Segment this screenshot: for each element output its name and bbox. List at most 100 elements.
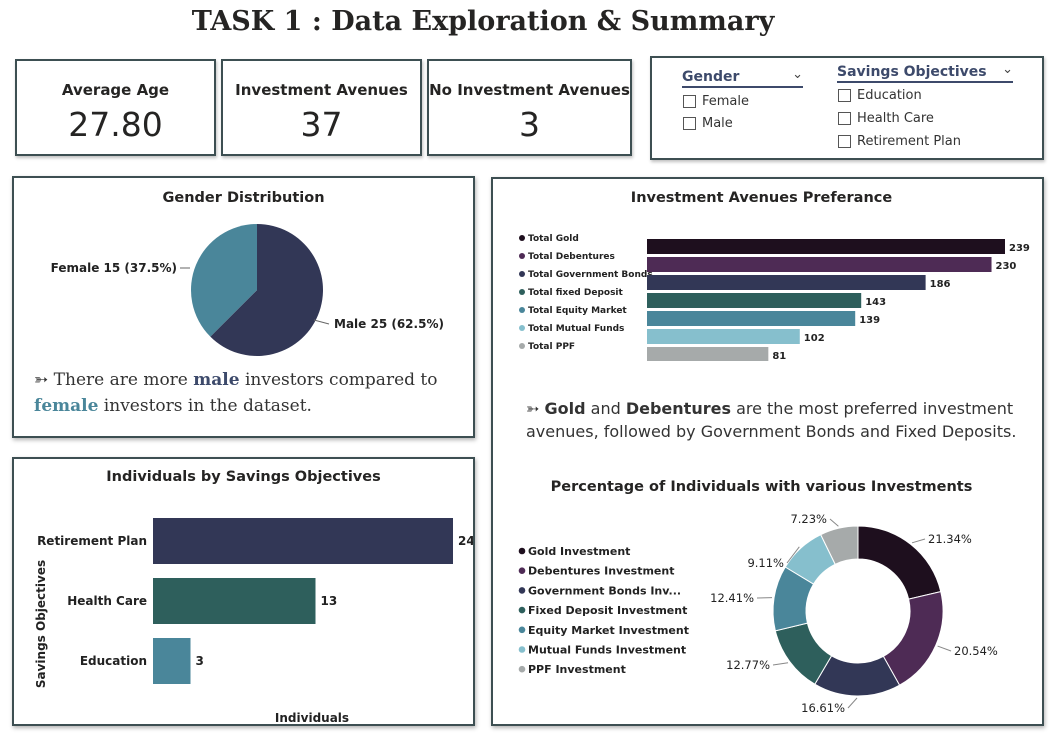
savings-option-health-care[interactable]: Health Care [838,111,934,126]
bar-total-government-bonds[interactable] [647,275,926,290]
category-label: Education [80,654,147,668]
slicer-panel: Gender ⌄ Female Male Savings Objectives … [650,56,1044,160]
kpi-value: 27.80 [68,105,163,144]
legend-marker [518,626,526,634]
checkbox[interactable] [683,95,696,108]
chevron-down-icon[interactable]: ⌄ [792,67,803,82]
legend-label: Total Gold [528,234,579,244]
option-label: Female [702,94,750,109]
savings-slicer-title: Savings Objectives [837,64,987,80]
data-label: 21.34% [928,532,972,546]
page-title: TASK 1 : Data Exploration & Summary [191,6,775,37]
bar-total-equity-market[interactable] [647,311,856,326]
kpi-value: 37 [300,105,343,144]
checkbox[interactable] [838,112,851,125]
legend-marker [518,665,526,673]
bar-total-gold[interactable] [647,239,1005,254]
legend-marker [519,343,525,349]
leader-line [847,697,858,709]
category-label: Health Care [67,594,147,608]
panel-title: Gender Distribution [162,190,325,206]
legend-label: Total Government Bonds [528,270,653,280]
legend-marker [518,606,526,614]
data-label: 3 [196,654,204,668]
kpi-value: 3 [519,105,540,144]
legend-label: PPF Investment [528,663,626,676]
legend-marker [519,325,525,331]
category-label: Retirement Plan [37,534,147,548]
savings-objectives-panel: Individuals by Savings Objectives Retire… [12,457,475,726]
gender-pie-chart: Female 15 (37.5%) Male 25 (62.5%) [51,224,444,356]
bar-total-ppf[interactable] [647,347,769,361]
data-label: 81 [772,351,786,361]
data-label: 13 [321,594,338,608]
pie-slice-female[interactable] [190,224,257,337]
gender-slicer-header[interactable]: Gender ⌄ [682,67,803,88]
savings-slicer-header[interactable]: Savings Objectives ⌄ [837,62,1013,83]
data-label: 186 [930,279,951,290]
legend-label: Equity Market Investment [528,624,689,637]
pie-slice-male[interactable] [210,224,324,356]
chevron-down-icon[interactable]: ⌄ [1002,62,1013,77]
data-label: 12.41% [710,591,754,605]
checkbox[interactable] [838,89,851,102]
data-label: 9.11% [747,556,784,570]
bar-total-mutual-funds[interactable] [647,329,800,344]
legend-label: Total Equity Market [528,306,627,316]
male-label: Male 25 (62.5%) [334,317,444,331]
arrow-icon: ➳ [526,399,540,418]
investment-donut-chart: Gold Investment Debentures Investment Gove… [518,512,998,715]
legend-marker [518,567,526,574]
data-label: 143 [865,297,886,308]
leader-line [313,319,330,325]
donut-title: Percentage of Individuals with various I… [550,479,973,495]
bar-total-fixed-deposit[interactable] [647,293,862,308]
checkbox[interactable] [838,135,851,148]
legend-marker [518,547,526,555]
legend-label: Total Mutual Funds [528,324,624,334]
gender-insight-note: ➳ There are more male investors compared… [34,370,438,416]
donut-slice[interactable] [882,591,944,686]
female-label: Female 15 (37.5%) [51,261,177,275]
savings-bar-chart: Retirement Plan 24 Health Care 13 Education 3… [34,518,473,724]
checkbox[interactable] [683,117,696,130]
savings-option-retirement-plan[interactable]: Retirement Plan [838,134,961,149]
female-highlight: female [34,396,99,416]
data-label: 102 [804,333,825,344]
bar-education[interactable] [153,638,191,684]
legend-label: Fixed Deposit Investment [528,604,687,617]
leader-line [786,546,800,564]
legend-label: Government Bonds Inv... [528,584,681,597]
bar-health-care[interactable] [153,578,316,624]
legend-marker [519,235,525,241]
gender-distribution-panel: Gender Distribution Female 15 (37.5%) Ma… [12,176,475,438]
panel-title: Investment Avenues Preferance [630,190,893,206]
male-highlight: male [193,370,240,390]
leader-line [829,518,839,527]
gender-option-female[interactable]: Female [683,94,749,109]
legend-marker [519,271,525,277]
legend-label: Total fixed Deposit [528,288,624,298]
legend-marker [519,289,525,295]
data-label: 24 [458,534,473,548]
arrow-icon: ➳ [34,370,49,390]
option-label: Health Care [857,111,934,126]
bar-retirement-plan[interactable] [153,518,453,564]
legend-label: Debentures Investment [528,565,674,578]
data-label: 12.77% [726,658,770,672]
kpi-card-investment-avenues: Investment Avenues 37 [221,59,422,156]
y-axis-label: Savings Objectives [34,560,48,688]
legend-marker [519,307,525,313]
bar-total-debentures[interactable] [647,257,992,272]
panel-title: Individuals by Savings Objectives [106,469,381,485]
legend-marker [519,253,525,259]
donut-slice[interactable] [820,525,859,565]
option-label: Male [702,116,733,131]
kpi-card-average-age: Average Age 27.80 [15,59,216,156]
savings-option-education[interactable]: Education [838,88,922,103]
kpi-label: Investment Avenues [235,81,408,99]
legend-marker [518,587,526,594]
gender-option-male[interactable]: Male [683,116,733,131]
kpi-label: Average Age [61,81,170,99]
avenues-bar-chart: Total Gold 239 Total Debentures 230 Total Go… [519,234,1030,361]
